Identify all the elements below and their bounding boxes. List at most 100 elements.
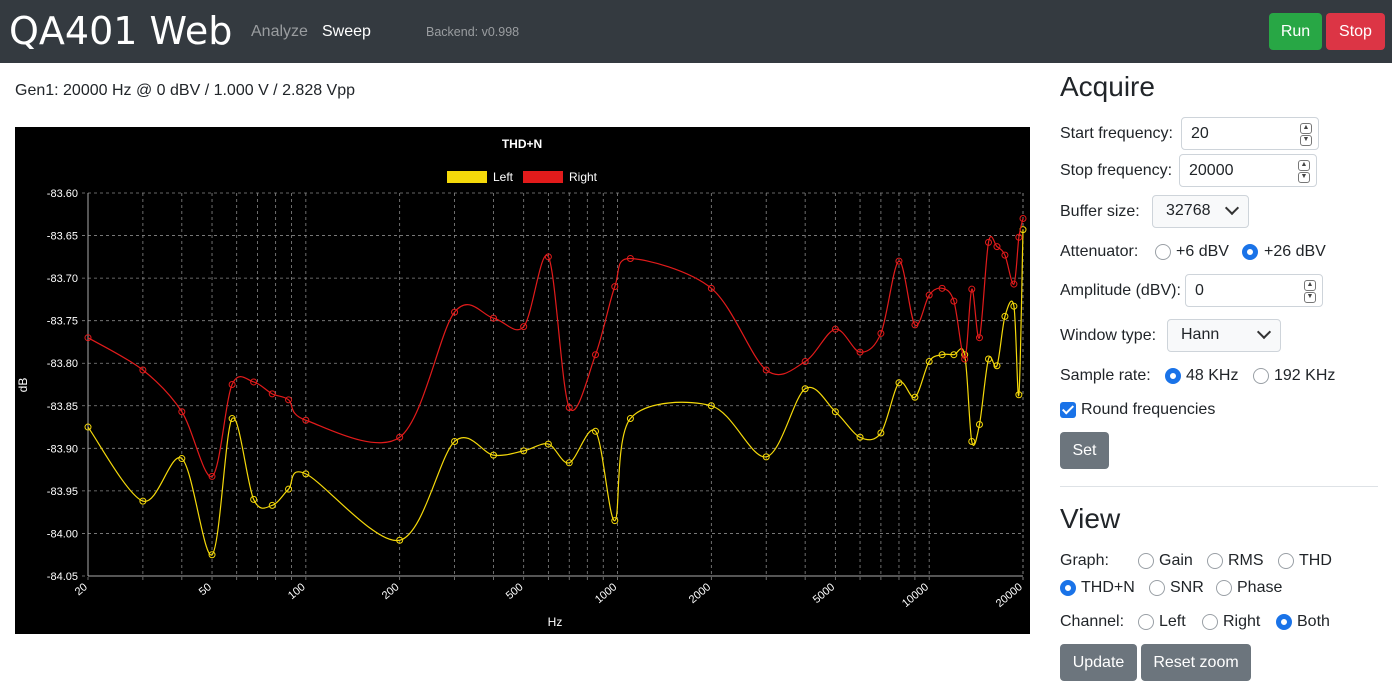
data-point-right (451, 308, 459, 316)
backend-version: Backend: v0.998 (426, 25, 520, 39)
stop-frequency-input[interactable]: 20000 ▲ ▼ (1179, 154, 1317, 187)
attenuator-26-radio[interactable] (1242, 244, 1258, 260)
sample-rate-192-radio[interactable] (1253, 368, 1269, 384)
update-button[interactable]: Update (1060, 644, 1137, 681)
channel-left-radio[interactable] (1138, 614, 1154, 630)
data-point-left (801, 385, 809, 393)
channel-right-radio[interactable] (1202, 614, 1218, 630)
channel-both-label[interactable]: Both (1297, 613, 1330, 630)
amplitude-label: Amplitude (dBV): (1060, 282, 1181, 299)
x-tick-label: 100 (286, 581, 308, 602)
graph-label: Graph: (1060, 552, 1109, 569)
graph-thdn-radio[interactable] (1060, 580, 1076, 596)
view-heading: View (1060, 503, 1121, 534)
graph-gain-radio[interactable] (1138, 553, 1154, 569)
x-tick-label: 5000 (811, 581, 837, 606)
attenuator-26-label[interactable]: +26 dBV (1264, 243, 1326, 260)
data-point-left (451, 438, 459, 446)
stop-frequency-value: 20000 (1189, 162, 1234, 179)
data-point-right (801, 358, 809, 366)
graph-phase-label[interactable]: Phase (1237, 579, 1283, 596)
stop-frequency-label: Stop frequency: (1060, 162, 1173, 179)
graph-thdn-label[interactable]: THD+N (1081, 579, 1135, 596)
data-point-right (877, 329, 885, 337)
data-point-left (961, 351, 969, 359)
sample-rate-48-radio[interactable] (1165, 368, 1181, 384)
reset-zoom-button[interactable]: Reset zoom (1141, 644, 1251, 681)
chart-series (84, 215, 1027, 559)
data-point-right (1010, 280, 1018, 288)
window-type-select[interactable]: Hann (1167, 319, 1281, 352)
x-tick-label: 50 (197, 581, 214, 598)
graph-rms-radio[interactable] (1207, 553, 1223, 569)
sample-rate-48-label[interactable]: 48 KHz (1186, 367, 1239, 384)
chart-title: THD+N (502, 137, 542, 151)
data-point-left (938, 351, 946, 359)
attenuator-6-label[interactable]: +6 dBV (1176, 243, 1229, 260)
attenuator-6-radio[interactable] (1155, 244, 1171, 260)
set-button[interactable]: Set (1060, 432, 1109, 469)
section-divider (1060, 486, 1378, 487)
data-point-left (993, 362, 1001, 370)
data-point-right (968, 285, 976, 293)
data-point-right (911, 321, 919, 329)
legend-label-left: Left (493, 170, 514, 184)
data-point-left (626, 415, 634, 423)
graph-phase-radio[interactable] (1216, 580, 1232, 596)
nav-sweep[interactable]: Sweep (322, 23, 371, 40)
chart-canvas[interactable]: THD+N Left Right -83.60 -83.65 -83.70 -83.75… (15, 127, 1030, 634)
app-title: QA401 Web (9, 9, 233, 53)
data-point-left (250, 495, 258, 503)
graph-snr-radio[interactable] (1149, 580, 1165, 596)
graph-gain-label[interactable]: Gain (1159, 552, 1193, 569)
x-tick-label: 10000 (900, 581, 931, 610)
channel-right-label[interactable]: Right (1223, 613, 1261, 630)
data-point-left (285, 485, 293, 493)
data-point-left (762, 453, 770, 461)
run-button[interactable]: Run (1269, 13, 1322, 50)
data-point-left (489, 451, 497, 459)
data-point-right (611, 283, 619, 291)
amplitude-spinner[interactable]: ▲ ▼ (1304, 280, 1316, 303)
sample-rate-192-label[interactable]: 192 KHz (1274, 367, 1336, 384)
buffer-size-select[interactable]: 32768 (1152, 195, 1249, 228)
data-point-left (520, 447, 528, 455)
buffer-size-value: 32768 (1166, 202, 1211, 219)
round-frequencies-label[interactable]: Round frequencies (1081, 401, 1216, 418)
channel-left-label[interactable]: Left (1159, 613, 1186, 630)
data-point-left (707, 402, 715, 410)
legend-swatch-left (447, 171, 487, 183)
window-type-value: Hann (1181, 326, 1220, 343)
stop-frequency-spinner[interactable]: ▲ ▼ (1298, 160, 1310, 183)
graph-thd-radio[interactable] (1278, 553, 1294, 569)
data-point-left (968, 438, 976, 446)
channel-both-radio[interactable] (1276, 614, 1292, 630)
start-frequency-spinner[interactable]: ▲ ▼ (1300, 123, 1312, 146)
data-point-left (592, 427, 600, 435)
data-point-right (626, 255, 634, 263)
data-point-left (84, 423, 92, 431)
x-tick-label: 200 (380, 581, 402, 602)
data-point-left (268, 501, 276, 509)
data-point-right (856, 348, 864, 356)
graph-thd-label[interactable]: THD (1299, 552, 1332, 569)
data-point-left (877, 429, 885, 437)
graph-snr-label[interactable]: SNR (1170, 579, 1204, 596)
amplitude-input[interactable]: 0 ▲ ▼ (1185, 274, 1323, 307)
x-tick-label: 20000 (994, 581, 1025, 610)
round-frequencies-checkbox[interactable] (1060, 402, 1076, 418)
data-point-left (1015, 391, 1023, 399)
thdn-chart[interactable]: THD+N Left Right -83.60 -83.65 -83.70 -83.75… (15, 127, 1030, 634)
y-tick-label: -83.75 (47, 316, 78, 328)
data-point-right (993, 243, 1001, 251)
data-point-right (544, 253, 552, 261)
start-frequency-input[interactable]: 20 ▲ ▼ (1181, 117, 1319, 150)
legend-swatch-right (523, 171, 563, 183)
channel-label: Channel: (1060, 613, 1125, 630)
nav-analyze[interactable]: Analyze (251, 23, 308, 40)
graph-rms-label[interactable]: RMS (1228, 552, 1264, 569)
y-tick-label: -83.90 (47, 443, 78, 455)
stop-button[interactable]: Stop (1326, 13, 1385, 50)
data-point-right (984, 238, 992, 246)
x-tick-label: 20 (73, 581, 90, 598)
